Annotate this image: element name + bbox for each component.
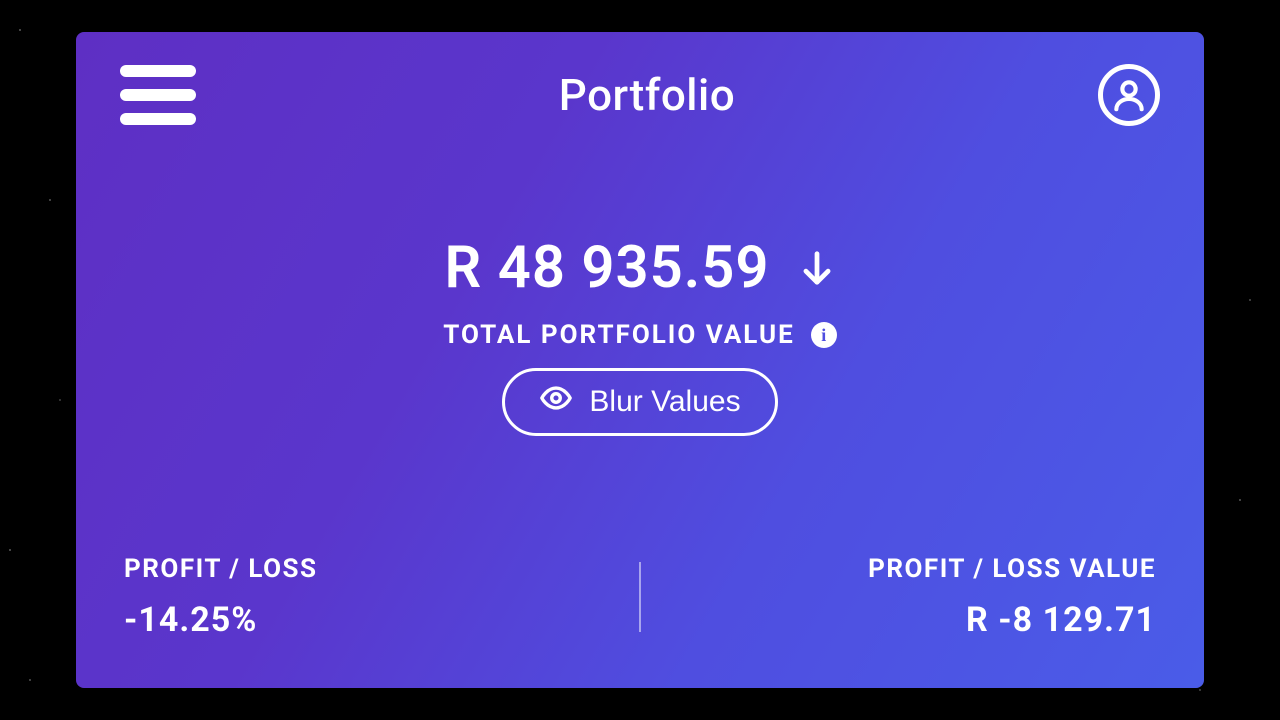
top-bar: Portfolio <box>76 32 1204 126</box>
total-value-row: R 48 935.59 <box>444 234 835 302</box>
eye-icon <box>539 381 573 423</box>
blur-values-button[interactable]: Blur Values <box>502 368 777 436</box>
portfolio-summary: R 48 935.59 TOTAL PORTFOLIO VALUE i Blur… <box>76 116 1204 554</box>
profit-loss-percent-value: -14.25% <box>124 600 257 640</box>
page-title: Portfolio <box>559 69 735 121</box>
info-icon[interactable]: i <box>811 322 837 348</box>
profit-loss-value-value: R -8 129.71 <box>966 600 1156 640</box>
trend-down-icon <box>798 244 836 292</box>
portfolio-card: Portfolio R 48 935.59 TOTAL PORTFOLIO VA… <box>76 32 1204 688</box>
profit-loss-value-block: PROFIT / LOSS VALUE R -8 129.71 <box>641 554 1156 640</box>
profit-loss-percent-block: PROFIT / LOSS -14.25% <box>124 554 639 640</box>
total-label-row: TOTAL PORTFOLIO VALUE i <box>443 320 836 350</box>
profit-loss-value-label: PROFIT / LOSS VALUE <box>868 554 1156 584</box>
total-portfolio-label: TOTAL PORTFOLIO VALUE <box>443 320 794 350</box>
stats-row: PROFIT / LOSS -14.25% PROFIT / LOSS VALU… <box>76 554 1204 688</box>
profit-loss-percent-label: PROFIT / LOSS <box>124 554 318 584</box>
blur-values-label: Blur Values <box>589 385 740 419</box>
total-portfolio-value: R 48 935.59 <box>444 234 769 302</box>
